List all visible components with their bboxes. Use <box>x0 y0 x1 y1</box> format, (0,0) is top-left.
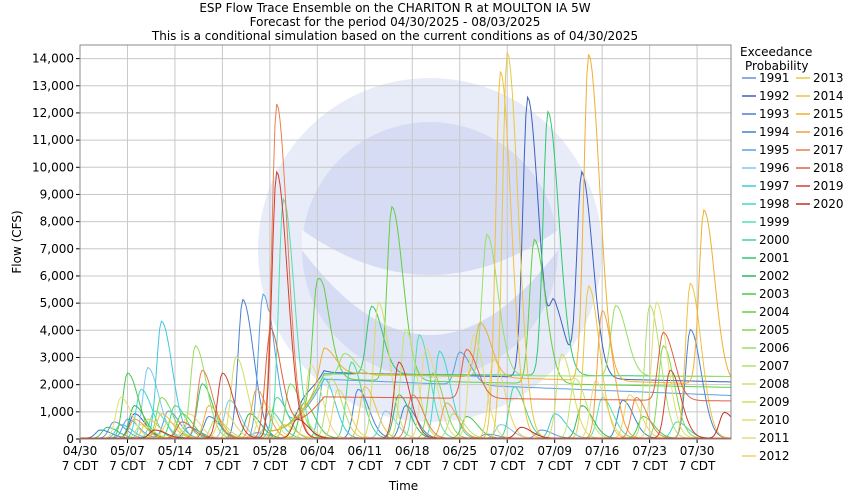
x-tick-label-time: 7 CDT <box>489 459 526 473</box>
y-tick-label: 4,000 <box>40 323 74 337</box>
x-tick-label-time: 7 CDT <box>536 459 573 473</box>
x-tick-label-time: 7 CDT <box>299 459 336 473</box>
legend-label-2012: 2012 <box>759 449 790 463</box>
series-line-2018 <box>80 326 732 439</box>
legend-label-2008: 2008 <box>759 377 790 391</box>
series-layer <box>80 52 732 439</box>
y-tick-label: 3,000 <box>40 350 74 364</box>
y-tick-label: 0 <box>66 432 74 446</box>
x-tick-label-time: 7 CDT <box>679 459 716 473</box>
legend-label-2009: 2009 <box>759 395 790 409</box>
y-tick-label: 12,000 <box>32 106 74 120</box>
legend-label-2011: 2011 <box>759 431 790 445</box>
x-tick-label-date: 04/30 <box>63 444 98 458</box>
legend-label-2004: 2004 <box>759 305 790 319</box>
legend-label-2007: 2007 <box>759 359 790 373</box>
y-tick-label: 8,000 <box>40 215 74 229</box>
x-tick-label-date: 06/04 <box>300 444 335 458</box>
y-tick-label: 2,000 <box>40 378 74 392</box>
y-tick-label: 10,000 <box>32 160 74 174</box>
x-tick-label-time: 7 CDT <box>442 459 479 473</box>
legend-label-2003: 2003 <box>759 287 790 301</box>
x-tick-label-time: 7 CDT <box>62 459 99 473</box>
x-tick-label-date: 05/28 <box>253 444 288 458</box>
x-tick-label-time: 7 CDT <box>394 459 431 473</box>
legend-label-2013: 2013 <box>813 71 844 85</box>
legend-label-1998: 1998 <box>759 197 790 211</box>
x-tick-label-date: 06/18 <box>395 444 430 458</box>
chart-subtitle-conditions: This is a conditional simulation based o… <box>151 29 639 43</box>
x-tick-label-date: 05/14 <box>158 444 193 458</box>
legend-label-2020: 2020 <box>813 197 844 211</box>
x-tick-label-date: 07/16 <box>585 444 620 458</box>
plot-frame <box>79 44 732 440</box>
legend-label-2015: 2015 <box>813 107 844 121</box>
legend-label-2017: 2017 <box>813 143 844 157</box>
legend-label-1995: 1995 <box>759 143 790 157</box>
legend-label-1996: 1996 <box>759 161 790 175</box>
x-tick-label-time: 7 CDT <box>109 459 146 473</box>
legend-label-2000: 2000 <box>759 233 790 247</box>
legend-label-1994: 1994 <box>759 125 790 139</box>
y-tick-label: 14,000 <box>32 52 74 66</box>
legend-label-1997: 1997 <box>759 179 790 193</box>
chart-subtitle-period: Forecast for the period 04/30/2025 - 08/… <box>249 15 541 29</box>
y-tick-label: 11,000 <box>32 133 74 147</box>
legend-title-line2: Probability <box>745 59 809 73</box>
series-line-2004 <box>80 205 732 439</box>
y-tick-label: 13,000 <box>32 79 74 93</box>
legend-label-1999: 1999 <box>759 215 790 229</box>
legend-title-line1: Exceedance <box>740 45 813 59</box>
legend-label-2010: 2010 <box>759 413 790 427</box>
x-tick-label-date: 06/25 <box>442 444 477 458</box>
legend: 1991 1992 1993 1994 1995 1996 1997 1998 1999 2000… <box>742 71 844 463</box>
legend-label-2014: 2014 <box>813 89 844 103</box>
legend-label-2005: 2005 <box>759 323 790 337</box>
x-tick-label-time: 7 CDT <box>347 459 384 473</box>
y-tick-label: 7,000 <box>40 242 74 256</box>
legend-label-1991: 1991 <box>759 71 790 85</box>
x-axis-label: Time <box>388 479 418 493</box>
y-tick-label: 9,000 <box>40 187 74 201</box>
legend-label-2001: 2001 <box>759 251 790 265</box>
x-tick-label-time: 7 CDT <box>584 459 621 473</box>
chart-title: ESP Flow Trace Ensemble on the CHARITON … <box>199 1 591 15</box>
legend-label-2018: 2018 <box>813 161 844 175</box>
x-tick-label-date: 05/07 <box>110 444 145 458</box>
x-tick-label-date: 07/02 <box>490 444 525 458</box>
y-tick-label: 6,000 <box>40 269 74 283</box>
x-tick-label-date: 07/23 <box>632 444 667 458</box>
legend-label-2019: 2019 <box>813 179 844 193</box>
series-line-2017 <box>80 103 731 439</box>
x-tick-label-date: 07/30 <box>680 444 715 458</box>
axes: 0 1,000 2,000 3,000 4,000 5,000 6,000 7,000 8,00… <box>10 44 732 493</box>
series-line-2020 <box>80 411 732 439</box>
x-tick-label-date: 05/21 <box>205 444 240 458</box>
legend-label-1993: 1993 <box>759 107 790 121</box>
x-tick-label-time: 7 CDT <box>631 459 668 473</box>
legend-label-2006: 2006 <box>759 341 790 355</box>
legend-label-2002: 2002 <box>759 269 790 283</box>
x-tick-label-time: 7 CDT <box>252 459 289 473</box>
x-tick-label-time: 7 CDT <box>204 459 241 473</box>
x-tick-label-date: 06/11 <box>348 444 383 458</box>
y-tick-label: 1,000 <box>40 405 74 419</box>
x-tick-label-date: 07/09 <box>537 444 572 458</box>
y-axis-label: Flow (CFS) <box>10 210 24 273</box>
watermark-inner-disc <box>302 122 558 378</box>
x-tick-label-time: 7 CDT <box>157 459 194 473</box>
legend-label-2016: 2016 <box>813 125 844 139</box>
legend-label-1992: 1992 <box>759 89 790 103</box>
y-tick-label: 5,000 <box>40 296 74 310</box>
